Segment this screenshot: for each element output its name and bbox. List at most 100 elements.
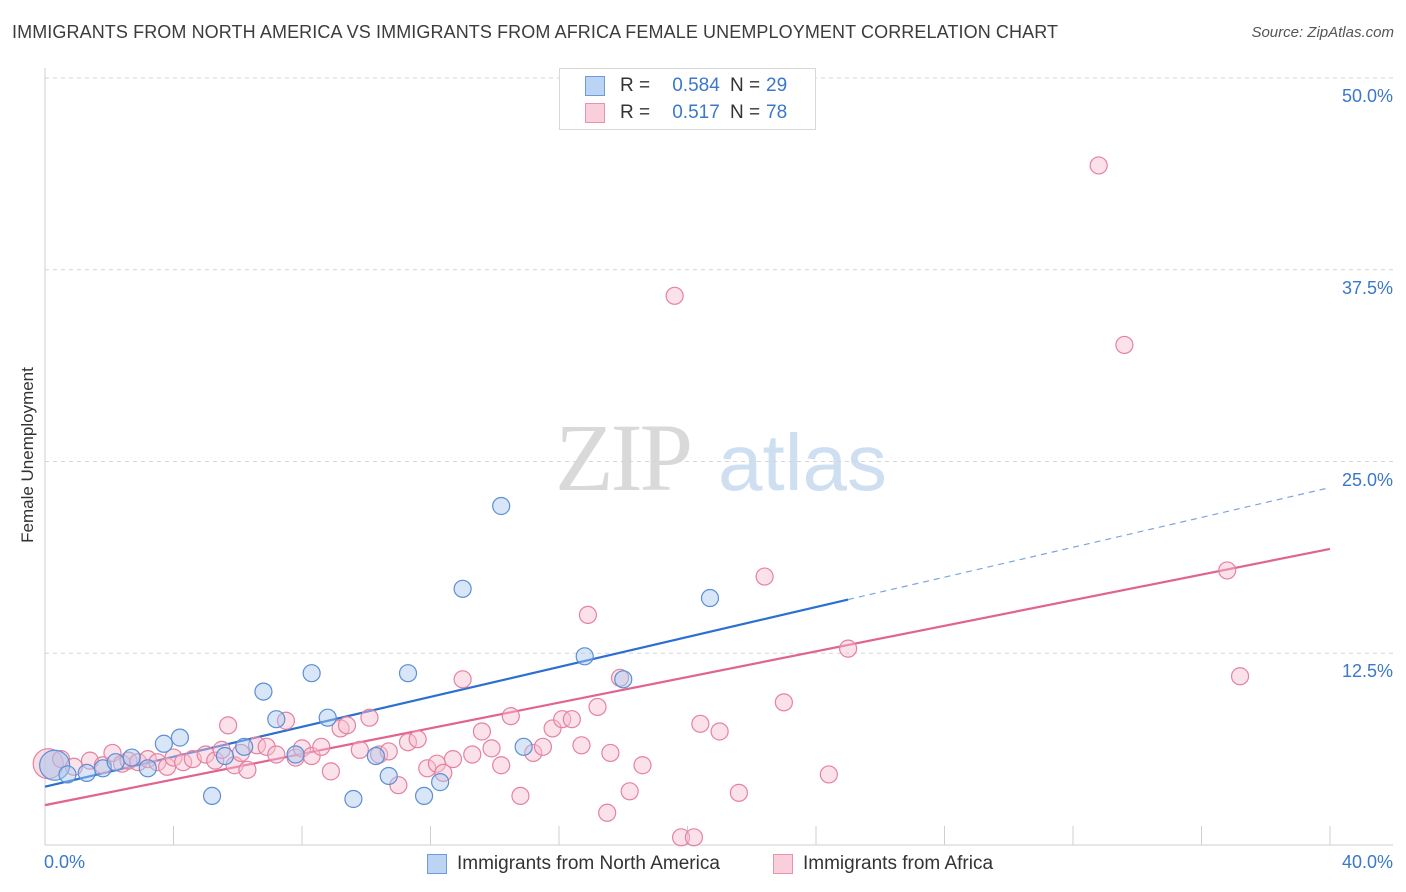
- point-africa: [755, 567, 774, 586]
- point-africa: [1230, 667, 1250, 686]
- legend-n-label: N =: [730, 75, 761, 96]
- series-legend-africa: Immigrants from Africa: [773, 852, 993, 876]
- point-north-america: [453, 579, 472, 598]
- point-africa: [1089, 156, 1108, 175]
- legend-r-value: 0.584: [672, 75, 720, 96]
- point-north-america: [431, 773, 450, 792]
- point-africa: [337, 716, 357, 735]
- point-africa: [671, 828, 691, 847]
- point-north-america: [138, 759, 157, 778]
- series-swatch-blue: [427, 854, 447, 874]
- point-north-america: [575, 647, 594, 666]
- point-africa: [1115, 335, 1134, 355]
- point-north-america: [39, 749, 71, 781]
- trend-line-north-america-projection: [847, 486, 1331, 601]
- point-north-america: [106, 753, 125, 772]
- point-africa: [257, 737, 276, 756]
- point-africa: [360, 708, 379, 727]
- point-north-america: [398, 664, 418, 683]
- point-north-america: [58, 765, 77, 784]
- point-africa: [691, 714, 710, 733]
- y-tick-label: 50.0%: [1341, 86, 1393, 106]
- point-africa: [206, 751, 225, 770]
- point-north-america: [77, 763, 96, 783]
- trend-lines: [44, 486, 1331, 807]
- point-africa: [562, 710, 581, 729]
- point-africa: [553, 710, 572, 729]
- point-north-america: [267, 710, 286, 729]
- x-tick-label-min: 0.0%: [44, 852, 86, 872]
- point-africa: [710, 722, 729, 741]
- point-africa: [620, 782, 639, 801]
- trend-line-africa: [44, 547, 1331, 807]
- point-africa: [501, 707, 520, 726]
- point-africa: [633, 756, 652, 775]
- legend-r-value: 0.517: [672, 102, 720, 123]
- point-africa: [533, 737, 553, 756]
- series-label-north-america: Immigrants from North America: [457, 853, 720, 874]
- point-africa: [543, 719, 562, 738]
- series-legend-north-america: Immigrants from North America: [427, 852, 720, 876]
- legend-n-value: 78: [766, 102, 788, 123]
- point-north-america: [122, 748, 141, 767]
- point-africa: [472, 722, 491, 741]
- point-africa: [482, 739, 501, 758]
- point-africa: [312, 737, 331, 756]
- point-north-america: [379, 766, 398, 786]
- point-africa: [238, 760, 257, 779]
- legend-n-label: N =: [730, 102, 761, 123]
- watermark-zip: ZIP: [555, 404, 690, 511]
- point-africa: [578, 605, 598, 625]
- point-north-america: [302, 664, 321, 683]
- point-africa: [601, 743, 620, 763]
- point-north-america: [700, 588, 720, 608]
- point-africa: [463, 745, 482, 764]
- point-africa: [1218, 561, 1237, 580]
- y-tick-label: 25.0%: [1341, 469, 1393, 490]
- correlation-legend: R = 0.584 N = 29 R = 0.517 N = 78: [559, 68, 816, 130]
- point-north-america: [414, 786, 434, 806]
- point-africa: [511, 786, 530, 806]
- point-north-america: [492, 496, 511, 516]
- chart-title: IMMIGRANTS FROM NORTH AMERICA VS IMMIGRA…: [12, 22, 1059, 42]
- point-north-america: [202, 786, 222, 806]
- point-africa: [774, 693, 793, 712]
- point-africa: [684, 828, 704, 847]
- legend-r-label: R =: [620, 102, 651, 123]
- trend-line-north-america: [44, 598, 849, 788]
- point-africa: [729, 783, 749, 802]
- legend-swatch-blue: [585, 76, 605, 96]
- point-africa: [321, 762, 341, 781]
- point-north-america: [366, 746, 385, 766]
- y-tick-label: 37.5%: [1341, 277, 1393, 298]
- point-africa: [389, 776, 408, 795]
- point-africa: [164, 748, 183, 767]
- grid-lines: [45, 77, 1393, 654]
- data-points: [32, 156, 1250, 847]
- point-africa: [219, 716, 238, 735]
- series-swatch-pink: [773, 854, 793, 874]
- point-north-america: [344, 789, 363, 809]
- point-north-america: [614, 670, 633, 689]
- legend-r-label: R =: [620, 75, 651, 96]
- point-africa: [453, 670, 472, 689]
- point-africa: [598, 803, 617, 822]
- point-africa: [302, 746, 321, 766]
- axes: [44, 68, 1393, 846]
- point-africa: [267, 745, 286, 764]
- series-label-africa: Immigrants from Africa: [803, 853, 994, 874]
- point-africa: [350, 740, 369, 759]
- point-africa: [408, 730, 427, 749]
- point-north-america: [254, 682, 273, 701]
- point-north-america: [286, 745, 305, 764]
- point-north-america: [215, 746, 234, 766]
- watermark-atlas: atlas: [718, 418, 887, 507]
- x-tick-label-max: 40.0%: [1341, 852, 1393, 872]
- point-africa: [588, 697, 607, 717]
- point-africa: [443, 749, 463, 769]
- legend-n-value: 29: [766, 75, 788, 96]
- point-africa: [524, 743, 543, 763]
- point-north-america: [170, 728, 190, 747]
- point-north-america: [318, 708, 337, 727]
